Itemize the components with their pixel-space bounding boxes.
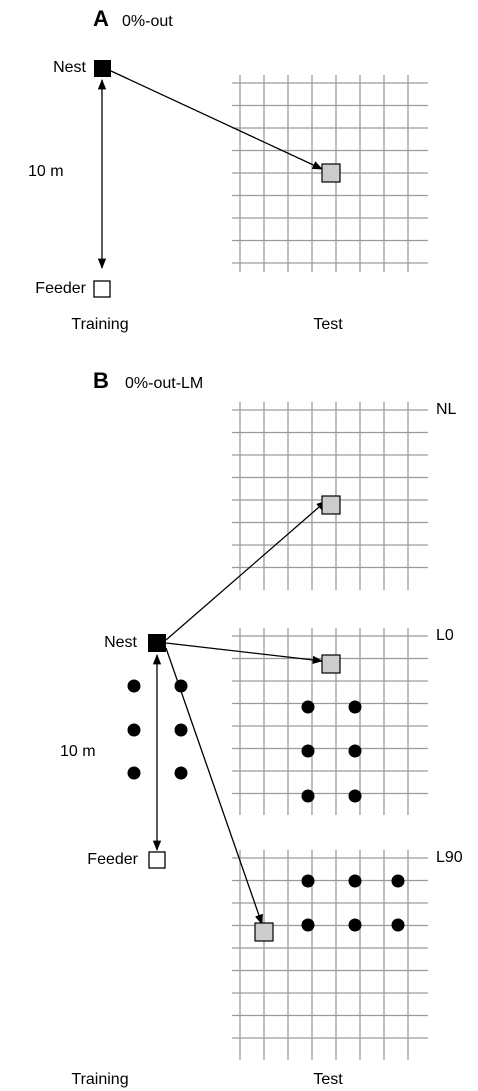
landmark <box>348 918 362 932</box>
nest <box>148 634 166 652</box>
feeder-label: Feeder <box>35 280 86 297</box>
route-arrow <box>165 500 327 641</box>
test-nest <box>321 654 341 674</box>
panel-letter: B <box>93 368 109 393</box>
landmark <box>391 918 405 932</box>
landmark <box>348 789 362 803</box>
landmark <box>301 700 315 714</box>
panel-letter: A <box>93 6 109 31</box>
landmark <box>174 723 188 737</box>
landmark <box>127 766 141 780</box>
landmark <box>301 789 315 803</box>
test-nest <box>321 163 341 183</box>
nest-label: Nest <box>104 634 137 651</box>
landmark <box>301 744 315 758</box>
landmark <box>348 874 362 888</box>
test-label: Test <box>313 316 343 333</box>
test-name: L0 <box>436 627 454 644</box>
route-arrow <box>165 647 263 925</box>
distance-label: 10 m <box>28 163 64 180</box>
test-nest <box>321 495 341 515</box>
landmark <box>391 874 405 888</box>
landmark <box>174 766 188 780</box>
test-name: L90 <box>436 849 463 866</box>
feeder <box>93 280 111 298</box>
condition: 0%-out <box>122 13 173 30</box>
route-arrow <box>110 70 323 170</box>
training-label: Training <box>71 1071 128 1088</box>
landmark <box>301 918 315 932</box>
nest <box>94 60 111 77</box>
feeder-label: Feeder <box>87 851 138 868</box>
landmark <box>348 744 362 758</box>
grids <box>232 75 428 1060</box>
landmark <box>127 679 141 693</box>
landmark <box>348 700 362 714</box>
distance-label: 10 m <box>60 743 96 760</box>
test-label: Test <box>313 1071 343 1088</box>
route-arrow <box>165 642 324 665</box>
test-nest <box>254 922 274 942</box>
landmark <box>127 723 141 737</box>
feeder <box>148 851 166 869</box>
landmarks <box>127 679 405 932</box>
landmark <box>301 874 315 888</box>
nest-label: Nest <box>53 59 86 76</box>
test-name: NL <box>436 401 457 418</box>
condition: 0%-out-LM <box>125 375 203 392</box>
landmark <box>174 679 188 693</box>
training-label: Training <box>71 316 128 333</box>
